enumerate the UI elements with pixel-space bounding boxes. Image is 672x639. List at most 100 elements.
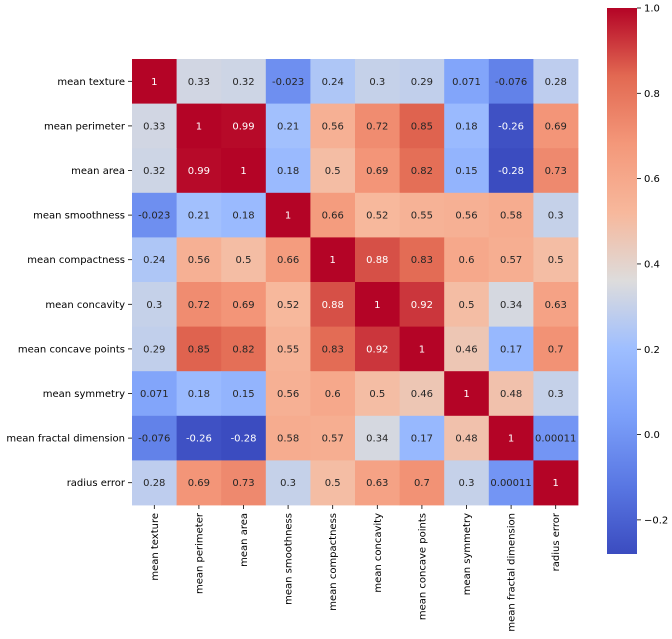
heatmap-cell-value: 0.5 (325, 166, 341, 177)
heatmap-cell-value: 0.69 (188, 478, 210, 489)
heatmap-cell-value: 0.66 (277, 255, 299, 266)
heatmap-cell-value: 0.21 (188, 211, 210, 222)
heatmap-cell-value: 0.56 (277, 389, 299, 400)
heatmap-cell (399, 460, 445, 506)
heatmap-cell-value: 0.34 (500, 300, 522, 311)
heatmap-cells (132, 59, 579, 506)
x-axis-tick-label: mean concave points (417, 513, 428, 620)
heatmap-cell (533, 460, 579, 506)
heatmap-cell-value: 0.24 (143, 255, 165, 266)
heatmap-cell (444, 460, 490, 506)
heatmap-cell-value: 0.17 (500, 344, 522, 355)
heatmap-cell-value: 0.21 (277, 121, 299, 132)
heatmap-cell-value: 0.7 (414, 478, 430, 489)
heatmap-cell-value: 1 (508, 434, 514, 445)
heatmap-cell-value: 0.56 (455, 211, 477, 222)
heatmap-cell-value: 0.82 (411, 166, 433, 177)
heatmap-cell-value: 0.73 (545, 166, 567, 177)
heatmap-cell-value: 1 (240, 166, 246, 177)
heatmap-cell (355, 326, 400, 372)
heatmap-cell-value: 0.85 (411, 121, 433, 132)
heatmap-cell (444, 282, 490, 327)
heatmap-cell-value: 1 (463, 389, 469, 400)
heatmap-cell-value: 1 (196, 121, 202, 132)
x-axis-tick-label: mean smoothness (284, 513, 295, 605)
heatmap-cell-value: 0.18 (188, 389, 210, 400)
x-axis-tick-label: mean symmetry (462, 513, 473, 595)
heatmap-cell-value: 0.3 (146, 300, 162, 311)
colorbar-tick-label: 0.2 (644, 345, 660, 356)
heatmap-cell-value: 0.48 (500, 389, 522, 400)
heatmap-cell-value: 0.6 (325, 389, 341, 400)
heatmap-cell (310, 371, 356, 417)
heatmap-cell-value: 1 (285, 211, 291, 222)
heatmap-cell (176, 282, 222, 327)
heatmap-cell (221, 59, 267, 104)
heatmap-cell (221, 148, 267, 194)
colorbar-tick-label: 1.0 (644, 4, 660, 15)
heatmap-cell (176, 103, 222, 149)
heatmap-cell-value: 0.18 (232, 211, 254, 222)
heatmap-cell-value: 0.58 (500, 211, 522, 222)
heatmap-cell (444, 415, 490, 461)
heatmap-cell-value: 0.58 (277, 434, 299, 445)
y-axis-tick-label: mean symmetry (43, 389, 125, 400)
y-axis-tick-label: mean concavity (45, 300, 125, 311)
heatmap-cell (176, 237, 222, 283)
heatmap-cell (444, 371, 490, 417)
heatmap-cell (310, 326, 356, 372)
heatmap-cell-value: 0.18 (277, 166, 299, 177)
heatmap-cell (310, 103, 356, 149)
heatmap-cell (399, 371, 445, 417)
heatmap-cell-value: 0.46 (455, 344, 477, 355)
heatmap-cell-value: 0.55 (277, 344, 299, 355)
heatmap-cell-value: -0.28 (231, 434, 257, 445)
heatmap-cell (533, 415, 579, 461)
heatmap-cell-value: 0.3 (548, 211, 564, 222)
heatmap-cell-value: 0.69 (232, 300, 254, 311)
heatmap-cell-value: 0.00011 (535, 434, 576, 445)
heatmap-cell (310, 59, 356, 104)
heatmap-cell (355, 282, 400, 327)
heatmap-cell-value: 0.7 (548, 344, 564, 355)
heatmap-cell-value: 0.18 (455, 121, 477, 132)
heatmap-cell-value: 0.63 (366, 478, 388, 489)
heatmap-cell (132, 148, 177, 194)
heatmap-cell (488, 103, 534, 149)
colorbar-tick-label: 0.0 (644, 430, 660, 441)
heatmap-cell (355, 237, 400, 283)
heatmap-cell (132, 460, 177, 506)
colorbar-tick-label: −0.2 (644, 515, 668, 526)
heatmap-cell-value: 0.3 (548, 389, 564, 400)
y-axis-tick-label: mean area (71, 166, 125, 177)
heatmap-cell (265, 415, 311, 461)
heatmap-cell (444, 237, 490, 283)
heatmap-cell (221, 415, 267, 461)
heatmap-cell (265, 460, 311, 506)
colorbar-tick-label: 0.4 (644, 259, 660, 270)
heatmap-cell (444, 103, 490, 149)
heatmap-cell (399, 148, 445, 194)
x-axis-tick-label: mean fractal dimension (507, 513, 518, 632)
heatmap-cell (132, 192, 177, 238)
heatmap-cell (399, 59, 445, 104)
heatmap-cell (355, 415, 400, 461)
heatmap-cell-value: -0.076 (138, 434, 170, 445)
heatmap-cell-value: 0.66 (322, 211, 344, 222)
heatmap-cell (132, 326, 177, 372)
colorbar-gradient (607, 8, 637, 554)
heatmap-cell-value: 0.071 (140, 389, 169, 400)
heatmap-cell (265, 103, 311, 149)
heatmap-cell-value: 0.33 (143, 121, 165, 132)
heatmap-cell-value: 0.3 (280, 478, 296, 489)
heatmap-cell-value: 0.28 (545, 77, 567, 88)
heatmap-cell (176, 460, 222, 506)
heatmap-cell-value: 0.28 (143, 478, 165, 489)
heatmap-cell-value: 0.69 (545, 121, 567, 132)
heatmap-cell (488, 237, 534, 283)
heatmap-cell (488, 415, 534, 461)
heatmap-cell (265, 282, 311, 327)
heatmap-cell (533, 371, 579, 417)
heatmap-cell-value: 1 (553, 478, 559, 489)
heatmap-cell-value: 0.56 (322, 121, 344, 132)
